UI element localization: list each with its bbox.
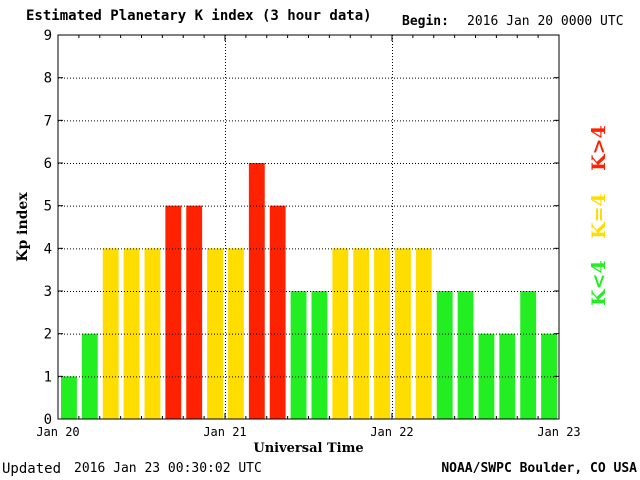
y-tick-label-4: 4 — [44, 241, 52, 257]
kp-bar-7 — [186, 205, 203, 419]
bars-group — [61, 163, 557, 419]
chart-title: Estimated Planetary K index (3 hour data… — [26, 8, 372, 24]
kp-bar-21 — [478, 333, 495, 419]
y-tick-label-8: 8 — [44, 71, 52, 87]
y-tick-label-5: 5 — [44, 199, 52, 215]
ticks-group: 0 1 2 3 4 5 6 7 8 9 Jan 20 Jan 21 Jan 22 Jan 23 — [36, 28, 580, 439]
x-tick-label-2: Jan 22 — [370, 425, 413, 439]
y-tick-label-1: 1 — [44, 369, 52, 385]
kp-bar-19 — [436, 291, 453, 419]
y-tick-label-9: 9 — [44, 28, 52, 44]
kp-bar-3 — [102, 248, 119, 419]
legend-group: K<4 K=4 K>4 — [588, 125, 610, 306]
credit-text: NOAA/SWPC Boulder, CO USA — [441, 461, 637, 476]
kp-bar-4 — [123, 248, 140, 419]
kp-bar-2 — [81, 333, 98, 419]
y-tick-label-3: 3 — [44, 284, 52, 300]
updated-label: Updated — [2, 461, 62, 477]
kp-bar-24 — [541, 333, 557, 419]
updated-timestamp: 2016 Jan 23 00:30:02 UTC — [74, 461, 262, 476]
kp-bar-22 — [499, 333, 516, 419]
x-tick-label-3: Jan 23 — [537, 425, 580, 439]
y-tick-label-2: 2 — [44, 327, 52, 343]
x-tick-label-1: Jan 21 — [203, 425, 246, 439]
legend-item-3: K>4 — [588, 125, 610, 171]
kp-bar-6 — [165, 205, 182, 419]
begin-label: Begin: — [402, 14, 449, 29]
kp-bar-20 — [457, 291, 474, 419]
legend-item-2: K=4 — [588, 193, 610, 239]
y-tick-label-7: 7 — [44, 113, 52, 129]
grid-group — [58, 35, 559, 419]
legend-item-1: K<4 — [588, 260, 610, 306]
y-tick-label-6: 6 — [44, 156, 52, 172]
y-tick-label-0: 0 — [44, 412, 52, 428]
x-axis-label: Universal Time — [253, 441, 363, 456]
y-axis-label: Kp index — [15, 192, 31, 262]
kp-bar-11 — [269, 205, 286, 419]
kp-bar-12 — [290, 291, 307, 419]
kp-bar-13 — [311, 291, 328, 419]
begin-value: 2016 Jan 20 0000 UTC — [467, 14, 624, 29]
x-tick-label-0: Jan 20 — [36, 425, 79, 439]
kp-bar-1 — [61, 376, 77, 419]
kp-bar-23 — [520, 291, 537, 419]
